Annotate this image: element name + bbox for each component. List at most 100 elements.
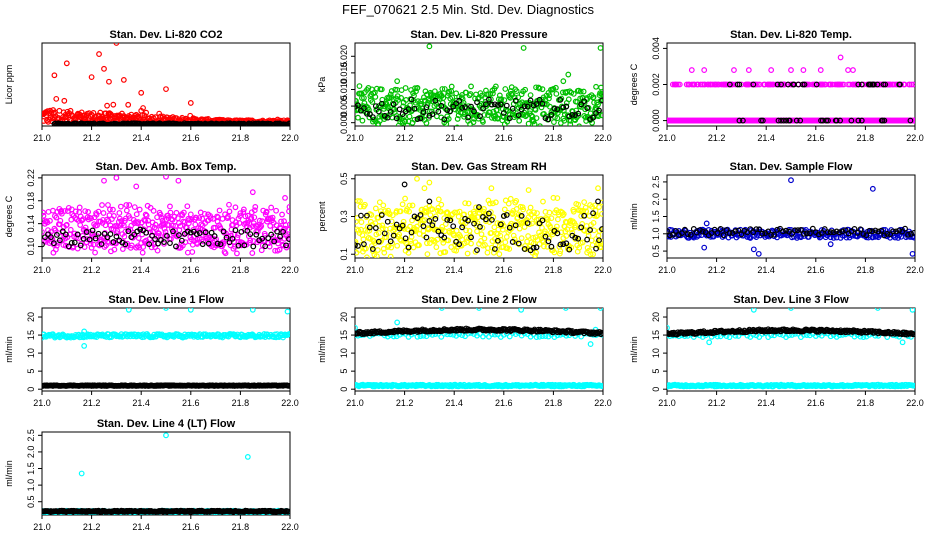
- point-primary-mid-spike: [688, 67, 695, 73]
- point-overlay: [244, 227, 251, 234]
- point-primary: [359, 117, 366, 124]
- point-primary: [754, 232, 761, 238]
- point-overlay: [563, 103, 570, 110]
- point-primary-mid: [910, 81, 915, 88]
- point-overlay: [780, 117, 787, 124]
- point-primary: [405, 249, 412, 256]
- point-primary: [598, 84, 603, 91]
- point-primary: [232, 204, 239, 211]
- point-primary: [412, 85, 418, 92]
- x-tick-label: 22.0: [906, 133, 924, 143]
- point-primary: [267, 223, 274, 229]
- point-primary: [360, 248, 366, 255]
- x-tick-label: 21.0: [33, 133, 51, 143]
- point-primary: [532, 252, 538, 258]
- y-tick-label: 0.5: [651, 245, 661, 258]
- point-primary: [516, 225, 523, 232]
- x-tick-label: 21.4: [757, 398, 775, 408]
- point-primary: [143, 212, 150, 219]
- point-primary: [286, 331, 290, 337]
- point-primary: [184, 249, 191, 256]
- x-tick-label: 22.0: [281, 265, 299, 275]
- point-primary: [116, 210, 123, 216]
- point-overlay: [572, 234, 579, 241]
- point-primary: [92, 249, 98, 256]
- point-primary: [380, 202, 387, 209]
- point-primary: [251, 214, 258, 221]
- point-primary: [534, 210, 540, 217]
- point-primary: [437, 250, 444, 257]
- point-primary: [579, 221, 586, 227]
- point-overlay: [587, 227, 594, 233]
- point-primary-mid-spike: [731, 67, 737, 73]
- point-overlay: [756, 226, 763, 233]
- point-primary: [100, 216, 106, 223]
- point-overlay: [494, 102, 501, 108]
- x-tick-label: 21.4: [132, 133, 150, 143]
- point-overlay: [42, 234, 48, 241]
- point-primary: [170, 222, 176, 229]
- point-overlay: [435, 228, 442, 235]
- point-primary-spike: [560, 78, 567, 85]
- point-primary: [226, 208, 233, 215]
- point-primary: [497, 236, 504, 243]
- point-overlay: [137, 226, 144, 233]
- point-primary-spike: [113, 43, 120, 46]
- point-primary: [878, 231, 885, 238]
- point-primary: [509, 211, 516, 217]
- point-primary: [502, 86, 509, 92]
- y-axis-label: degrees C: [629, 63, 639, 105]
- point-overlay: [471, 220, 477, 227]
- point-primary: [546, 209, 553, 216]
- point-overlay: [369, 114, 376, 121]
- point-primary: [375, 230, 382, 236]
- point-primary: [502, 239, 509, 246]
- point-primary-high: [542, 333, 549, 339]
- point-primary: [470, 119, 477, 126]
- point-primary: [454, 124, 460, 126]
- point-overlay: [753, 226, 760, 233]
- point-overlay: [860, 231, 867, 237]
- point-primary: [219, 215, 226, 222]
- point-overlay: [48, 234, 54, 240]
- point-overlay: [678, 230, 685, 237]
- y-tick-label: 0.004: [651, 37, 661, 60]
- point-primary: [560, 211, 567, 217]
- point-primary: [285, 235, 290, 241]
- y-tick-label: 0: [339, 387, 349, 392]
- point-primary-spike: [113, 175, 120, 181]
- point-primary: [206, 234, 213, 241]
- point-overlay: [432, 97, 439, 104]
- point-primary: [373, 253, 380, 258]
- point-overlay: [444, 216, 451, 223]
- point-primary: [61, 97, 68, 104]
- point-primary-spike: [520, 45, 527, 51]
- x-tick-label: 22.0: [906, 398, 924, 408]
- point-primary-high-spike: [597, 308, 603, 311]
- point-primary: [88, 215, 95, 222]
- point-primary: [240, 206, 247, 213]
- point-primary: [574, 99, 581, 105]
- point-overlay: [548, 112, 555, 118]
- point-primary-spike: [163, 86, 169, 93]
- point-primary: [242, 213, 249, 220]
- point-overlay: [161, 239, 167, 245]
- point-primary: [530, 234, 536, 241]
- point-primary: [537, 123, 543, 126]
- x-tick-label: 21.4: [445, 133, 463, 143]
- point-primary: [445, 237, 452, 244]
- point-overlay: [533, 101, 540, 107]
- point-primary: [454, 116, 461, 122]
- point-primary: [362, 201, 368, 208]
- point-primary: [375, 120, 382, 126]
- point-overlay: [277, 233, 283, 240]
- point-primary-low: [599, 383, 603, 389]
- point-primary: [69, 211, 76, 218]
- point-overlay: [809, 225, 816, 232]
- point-overlay: [699, 228, 706, 235]
- point-overlay: [74, 231, 81, 238]
- point-overlay: [459, 224, 466, 231]
- point-overlay: [506, 115, 513, 122]
- point-overlay: [887, 231, 894, 238]
- y-tick-label: 0: [26, 387, 36, 392]
